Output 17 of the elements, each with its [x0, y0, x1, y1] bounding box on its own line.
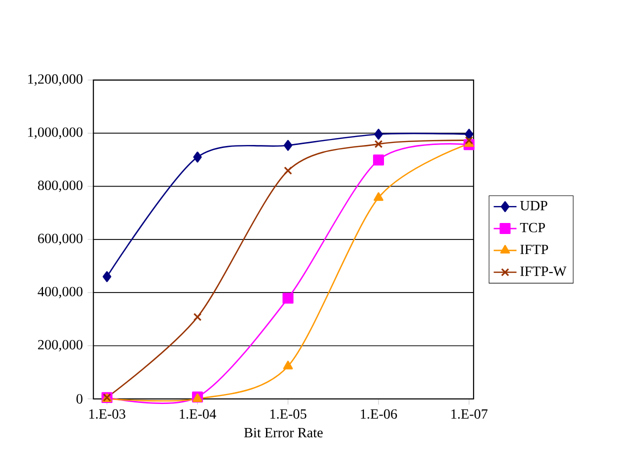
x-tick-label: 1.E-04	[180, 409, 216, 419]
x-tick-label: 1.E-07	[451, 409, 488, 419]
y-tick-label: 1,000,000	[28, 127, 82, 139]
y-tick-label: 800,000	[38, 180, 82, 192]
y-tick-label: 200,000	[38, 340, 82, 352]
legend-label: TCP	[520, 222, 545, 232]
y-tick-label: 0	[76, 394, 82, 404]
legend-label: IFTP	[520, 244, 548, 254]
x-tick-label: 1.E-05	[270, 409, 306, 419]
y-tick-label: 600,000	[38, 234, 82, 246]
x-tick-label: 1.E-03	[89, 409, 126, 419]
y-tick-label: 1,200,000	[28, 74, 82, 86]
x-tick-label: 1.E-06	[360, 409, 397, 419]
y-tick-label: 400,000	[38, 286, 82, 298]
legend-label: IFTP-W	[520, 266, 566, 276]
legend-label: UDP	[520, 200, 548, 210]
x-axis-title: Bit Error Rate	[244, 428, 323, 438]
